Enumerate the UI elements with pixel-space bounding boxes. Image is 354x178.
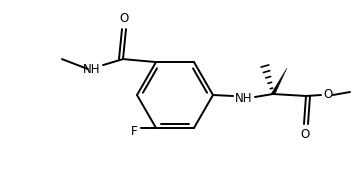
Text: O: O — [323, 88, 332, 101]
Text: O: O — [301, 128, 310, 141]
Text: F: F — [131, 125, 138, 138]
Polygon shape — [271, 68, 287, 94]
Text: NH: NH — [82, 63, 100, 76]
Text: O: O — [119, 12, 129, 25]
Text: NH: NH — [235, 91, 252, 104]
